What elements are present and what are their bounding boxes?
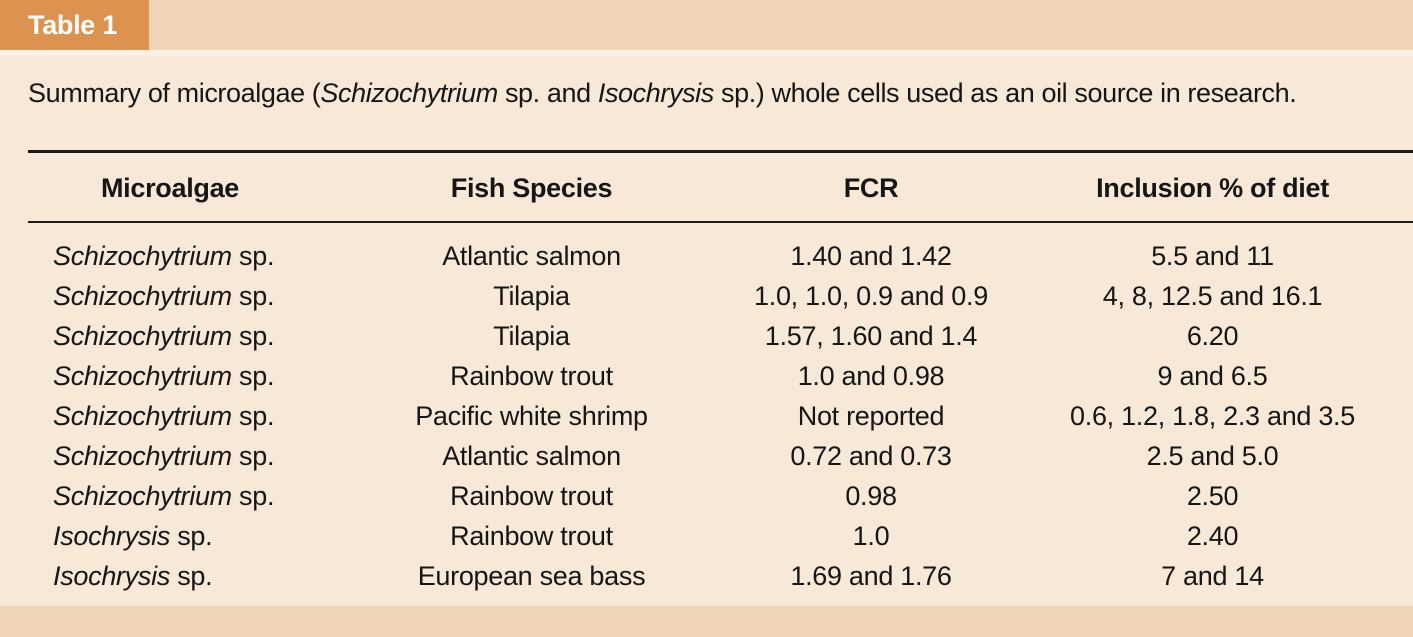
cell-microalgae: Schizochytrium sp. [53,436,274,476]
cell-microalgae: Schizochytrium sp. [53,396,274,436]
cell-microalgae: Schizochytrium sp. [53,276,274,316]
cell-microalgae: Schizochytrium sp. [53,236,274,276]
genus-name: Schizochytrium [53,281,232,311]
cell-fish-species: Rainbow trout [450,481,613,511]
cell-inclusion: 2.50 [1186,481,1239,511]
cell-microalgae: Schizochytrium sp. [53,356,274,396]
genus-name: Schizochytrium [53,401,232,431]
header-band [0,0,1413,50]
species-abbrev: sp. [231,321,275,351]
cell-fish-species: Pacific white shrimp [415,401,648,431]
species-abbrev: sp. [231,401,275,431]
header-divider [0,50,1413,56]
species-abbrev: sp. [231,241,275,271]
table-row: Schizochytrium sp. Rainbow trout 0.98 2.… [0,476,1413,516]
cell-inclusion: 0.6, 1.2, 1.8, 2.3 and 3.5 [1070,401,1355,431]
cell-microalgae: Isochrysis sp. [53,516,213,556]
genus-name: Isochrysis [53,521,171,551]
table-top-rule [28,150,1413,153]
cell-microalgae: Isochrysis sp. [53,556,213,596]
column-header-fish-species: Fish Species [450,173,613,203]
cell-inclusion: 6.20 [1186,321,1239,351]
column-header-fcr: FCR [843,173,899,203]
cell-fcr: Not reported [797,401,945,431]
genus-name: Schizochytrium [53,361,232,391]
column-header-microalgae: Microalgae [100,173,240,203]
table-header-rule [28,221,1413,223]
cell-fcr: 1.69 and 1.76 [790,561,952,591]
table-row: Isochrysis sp. Rainbow trout 1.0 2.40 [0,516,1413,556]
cell-inclusion: 9 and 6.5 [1157,361,1268,391]
table-row: Schizochytrium sp. Atlantic salmon 1.40 … [0,236,1413,276]
cell-fcr: 0.72 and 0.73 [790,441,952,471]
table-panel [0,56,1413,606]
cell-fcr: 1.40 and 1.42 [790,241,952,271]
genus-name: Isochrysis [53,561,171,591]
column-header-inclusion: Inclusion % of diet [1096,173,1329,203]
footer-band [0,606,1413,637]
species-abbrev: sp. [170,561,213,591]
caption-suffix: sp.) whole cells used as an oil source i… [713,78,1297,108]
caption-prefix: Summary of microalgae ( [28,78,321,108]
cell-fcr: 1.0, 1.0, 0.9 and 0.9 [754,281,988,311]
genus-name: Schizochytrium [53,241,232,271]
table-row: Schizochytrium sp. Tilapia 1.57, 1.60 an… [0,316,1413,356]
table-row: Schizochytrium sp. Rainbow trout 1.0 and… [0,356,1413,396]
cell-fcr: 1.57, 1.60 and 1.4 [764,321,978,351]
genus-name: Schizochytrium [53,321,232,351]
species-abbrev: sp. [231,481,275,511]
cell-microalgae: Schizochytrium sp. [53,316,274,356]
table-row: Schizochytrium sp. Tilapia 1.0, 1.0, 0.9… [0,276,1413,316]
cell-fish-species: Atlantic salmon [442,441,621,471]
table-caption: Summary of microalgae (Schizochytrium sp… [28,73,1297,113]
cell-fish-species: Atlantic salmon [442,241,621,271]
table-row: Schizochytrium sp. Atlantic salmon 0.72 … [0,436,1413,476]
table-body: Schizochytrium sp. Atlantic salmon 1.40 … [0,236,1413,596]
cell-microalgae: Schizochytrium sp. [53,476,274,516]
table-row: Isochrysis sp. European sea bass 1.69 an… [0,556,1413,596]
species-abbrev: sp. [170,521,213,551]
cell-fish-species: Tilapia [493,281,570,311]
cell-inclusion: 5.5 and 11 [1151,241,1274,271]
cell-fish-species: European sea bass [417,561,646,591]
table-row: Schizochytrium sp. Pacific white shrimp … [0,396,1413,436]
caption-genus-schizochytrium: Schizochytrium [320,78,498,108]
cell-inclusion: 2.40 [1186,521,1239,551]
cell-inclusion: 2.5 and 5.0 [1146,441,1279,471]
cell-inclusion: 4, 8, 12.5 and 16.1 [1102,281,1323,311]
cell-fish-species: Rainbow trout [450,521,613,551]
cell-fish-species: Tilapia [493,321,570,351]
cell-fcr: 1.0 [852,521,890,551]
caption-mid: sp. and [497,78,598,108]
cell-inclusion: 7 and 14 [1161,561,1264,591]
cell-fish-species: Rainbow trout [450,361,613,391]
genus-name: Schizochytrium [53,441,232,471]
species-abbrev: sp. [231,281,275,311]
table-label: Table 1 [0,0,149,50]
genus-name: Schizochytrium [53,481,232,511]
cell-fcr: 1.0 and 0.98 [797,361,945,391]
species-abbrev: sp. [231,441,275,471]
species-abbrev: sp. [231,361,275,391]
cell-fcr: 0.98 [845,481,897,511]
caption-genus-isochrysis: Isochrysis [597,78,714,108]
